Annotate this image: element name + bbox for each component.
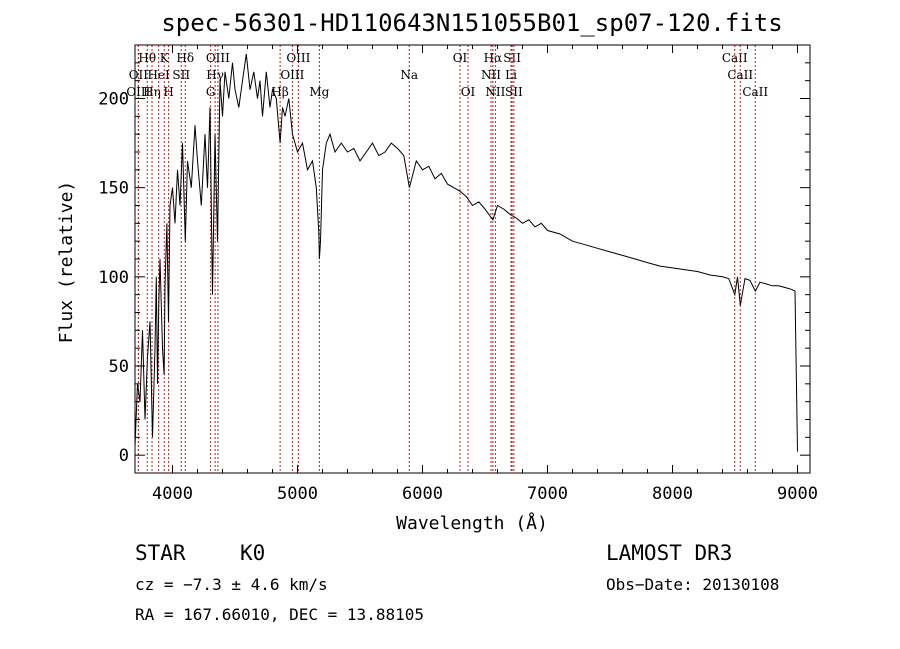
- x-axis-label: Wavelength (Å): [396, 512, 548, 534]
- line-label: G: [206, 85, 216, 99]
- x-tick-label: 4000: [152, 484, 193, 504]
- line-label: CaII: [727, 68, 753, 82]
- line-label: SII: [505, 85, 523, 99]
- line-label: HeI: [147, 68, 170, 82]
- line-label: Na: [400, 68, 418, 82]
- x-tick-label: 8000: [652, 484, 693, 504]
- axis-ticks: 4000 5000 6000 7000 8000 9000 0 50 100 150 200: [98, 45, 818, 504]
- line-label: SII: [503, 51, 521, 65]
- line-label: OI: [453, 51, 468, 65]
- observation-date: Obs−Date: 20130108: [606, 575, 779, 594]
- x-tick-label: 7000: [527, 484, 568, 504]
- line-label: Mg: [309, 85, 329, 99]
- line-label: OI: [461, 85, 476, 99]
- line-label: H: [163, 85, 173, 99]
- chart-title: spec-56301-HD110643N151055B01_sp07-120.f…: [161, 9, 782, 37]
- x-tick-label: 5000: [277, 484, 318, 504]
- object-subclass: K0: [240, 541, 265, 565]
- line-label: Li: [505, 68, 517, 82]
- plot-frame: [134, 44, 811, 474]
- survey-name: LAMOST DR3: [606, 541, 732, 565]
- line-label: OIII: [286, 51, 310, 65]
- line-label: SII: [172, 68, 190, 82]
- line-label: Hθ: [138, 51, 156, 65]
- x-tick-label: 9000: [777, 484, 818, 504]
- line-label: CaII: [722, 51, 748, 65]
- line-label: Hη: [143, 85, 161, 99]
- line-label: OIII: [206, 51, 230, 65]
- line-label: OIII: [126, 85, 150, 99]
- line-label: OIII: [280, 68, 304, 82]
- line-label: Hδ: [176, 51, 194, 65]
- y-tick-label: 150: [98, 179, 129, 199]
- line-label: Hγ: [206, 68, 224, 82]
- y-axis-label: Flux (relative): [56, 181, 77, 344]
- line-label: NII: [481, 68, 501, 82]
- line-label: Hα: [484, 51, 503, 65]
- coordinates-info: RA = 167.66010, DEC = 13.88105: [135, 605, 424, 624]
- line-label: CaII: [742, 85, 768, 99]
- y-tick-label: 100: [98, 268, 129, 288]
- line-label: Hβ: [271, 85, 288, 99]
- spectrum-series-line: [134, 53, 798, 452]
- line-label: K: [160, 51, 170, 65]
- x-tick-label: 6000: [402, 484, 443, 504]
- redshift-info: cz = −7.3 ± 4.6 km/s: [135, 575, 328, 594]
- y-tick-label: 50: [109, 357, 129, 377]
- y-tick-label: 0: [119, 446, 129, 466]
- y-tick-label: 200: [98, 90, 129, 110]
- line-label: NII: [485, 85, 505, 99]
- object-class: STAR: [135, 541, 186, 565]
